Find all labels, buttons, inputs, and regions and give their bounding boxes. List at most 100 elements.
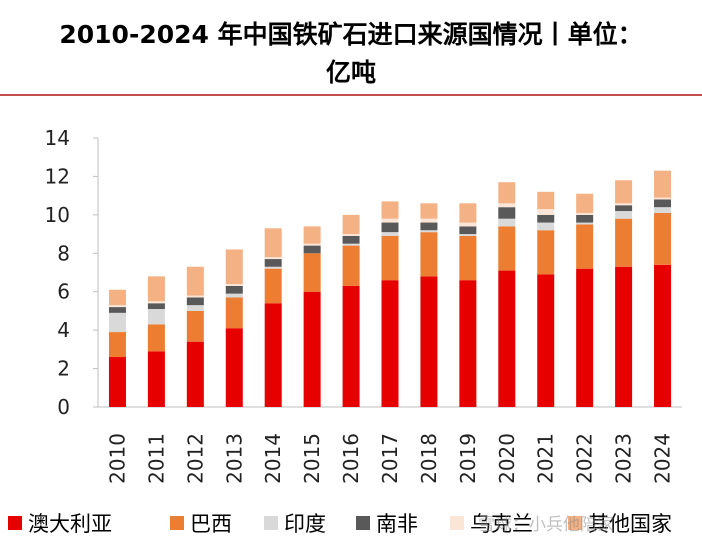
legend-label: 南非 <box>376 512 418 536</box>
bar-2012-series-0 <box>186 341 204 407</box>
legend-label: 巴西 <box>190 512 232 536</box>
bar-2014-series-3 <box>264 259 282 267</box>
legend-item-1: 巴西 <box>170 510 232 536</box>
x-tick-label: 2020 <box>495 433 519 484</box>
bar-2011-series-1 <box>147 324 165 352</box>
bar-2019-series-1 <box>459 235 477 281</box>
bar-2021-series-3 <box>537 214 555 223</box>
bar-2019-series-4 <box>459 222 477 227</box>
bar-2024-series-2 <box>654 207 672 213</box>
bar-2015-series-1 <box>303 253 321 292</box>
bar-2015-series-4 <box>303 243 321 246</box>
x-tick-label: 2017 <box>378 433 402 484</box>
x-tick-label: 2010 <box>105 433 129 484</box>
bar-2012-series-1 <box>186 310 204 342</box>
bar-2016-series-1 <box>342 245 360 286</box>
bar-2010-series-2 <box>108 312 126 333</box>
bar-2010-series-4 <box>108 305 126 308</box>
chart-title-line1: 2010-2024 年中国铁矿石进口来源国情况丨单位： <box>59 20 643 49</box>
legend-item-4: 乌克兰 <box>450 510 533 536</box>
bar-2016-series-0 <box>342 285 360 407</box>
bar-2023-series-5 <box>615 180 633 204</box>
bar-2011-series-0 <box>147 351 165 407</box>
legend-swatch <box>356 516 370 530</box>
y-tick-label: 10 <box>45 203 70 227</box>
legend-swatch <box>170 516 184 530</box>
bar-2022-series-2 <box>576 222 594 225</box>
bar-2022-series-5 <box>576 193 594 213</box>
stacked-bar-chart: 0 2 4 6 8 10 12 14 2010 2011 2012 2013 2014 2015 2016 2… <box>45 126 682 484</box>
bar-2020-series-4 <box>498 203 516 208</box>
bar-2014-series-4 <box>264 257 282 260</box>
x-tick-label: 2024 <box>651 433 675 484</box>
legend-swatch <box>450 516 464 530</box>
bar-2014-series-1 <box>264 268 282 304</box>
bar-2016-series-5 <box>342 214 360 235</box>
y-tick-label: 14 <box>45 126 70 150</box>
bar-2024-series-0 <box>654 264 672 407</box>
legend-label: 澳大利亚 <box>28 512 112 536</box>
legend-swatch <box>568 516 582 530</box>
bar-2016-series-2 <box>342 243 360 246</box>
x-tick-label: 2019 <box>456 433 480 484</box>
bar-2014-series-5 <box>264 228 282 258</box>
legend-label: 其他国家 <box>588 512 672 536</box>
bar-2014-series-0 <box>264 303 282 407</box>
bar-2014-series-2 <box>264 266 282 269</box>
legend-swatch <box>264 516 278 530</box>
y-tick-label: 4 <box>57 318 70 342</box>
bar-2011-series-3 <box>147 303 165 310</box>
legend-item-5: 其他国家 <box>568 510 672 536</box>
chart-legend: 澳大利亚 巴西 印度 南非 乌克兰 其他国家 <box>0 504 702 540</box>
bar-2010-series-1 <box>108 332 126 358</box>
bar-2019-series-2 <box>459 234 477 236</box>
bar-2022-series-3 <box>576 214 594 223</box>
bar-2021-series-2 <box>537 222 555 231</box>
y-tick-label: 2 <box>57 357 70 381</box>
bar-2020-series-0 <box>498 270 516 407</box>
bar-2017-series-5 <box>381 201 399 219</box>
bar-2023-series-1 <box>615 218 633 267</box>
legend-item-3: 南非 <box>356 510 418 536</box>
bar-2024-series-5 <box>654 170 672 198</box>
bar-2015-series-3 <box>303 245 321 254</box>
bar-2022-series-1 <box>576 224 594 269</box>
bar-2018-series-5 <box>420 203 438 219</box>
x-tick-label: 2018 <box>417 433 441 484</box>
bar-2013-series-5 <box>225 249 243 285</box>
bar-2021-series-0 <box>537 274 555 407</box>
bar-2013-series-2 <box>225 293 243 298</box>
chart-title-line2: 亿吨 <box>325 58 376 87</box>
bar-2020-series-1 <box>498 226 516 271</box>
bar-2018-series-3 <box>420 222 438 231</box>
bar-2021-series-1 <box>537 230 555 275</box>
bar-2010-series-5 <box>108 289 126 306</box>
bar-2011-series-2 <box>147 309 165 325</box>
bar-2024-series-1 <box>654 212 672 265</box>
bar-2017-series-1 <box>381 235 399 281</box>
x-tick-label: 2022 <box>573 433 597 484</box>
legend-item-2: 印度 <box>264 510 326 536</box>
bar-2017-series-4 <box>381 218 399 223</box>
bar-2011-series-4 <box>147 301 165 304</box>
bar-2020-series-5 <box>498 182 516 204</box>
bar-2018-series-0 <box>420 276 438 407</box>
bar-2017-series-2 <box>381 232 399 236</box>
title-divider <box>0 94 702 96</box>
bar-2023-series-2 <box>615 211 633 219</box>
bar-2019-series-0 <box>459 280 477 407</box>
bar-2020-series-2 <box>498 218 516 227</box>
bar-2010-series-3 <box>108 307 126 313</box>
bar-2010-series-0 <box>108 357 126 407</box>
bar-2018-series-2 <box>420 230 438 233</box>
bar-2012-series-4 <box>186 295 204 298</box>
x-tick-label: 2014 <box>261 433 285 484</box>
bar-2023-series-0 <box>615 266 633 407</box>
x-tick-label: 2012 <box>183 433 207 484</box>
bar-2021-series-4 <box>537 209 555 215</box>
bar-2013-series-1 <box>225 297 243 329</box>
y-tick-label: 0 <box>57 395 70 419</box>
bar-2012-series-2 <box>186 305 204 311</box>
x-tick-label: 2021 <box>534 433 558 484</box>
bar-2013-series-4 <box>225 284 243 286</box>
